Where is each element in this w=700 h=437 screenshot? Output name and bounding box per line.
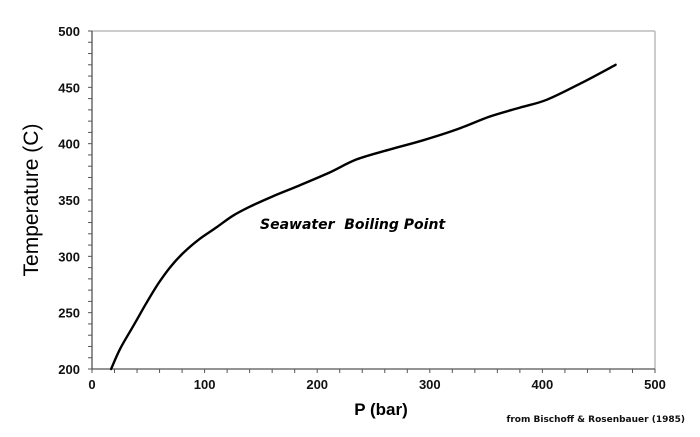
y-tick-label: 350: [58, 193, 80, 208]
y-axis-title: Temperature (C): [20, 124, 43, 277]
x-tick-label: 500: [644, 377, 666, 392]
y-tick-label: 400: [58, 137, 80, 152]
y-tick-label: 250: [58, 306, 80, 321]
curve-annotation: Seawater Boiling Point: [260, 217, 446, 233]
x-axis-title: P (bar): [354, 400, 408, 419]
source-note: from Bischoff & Rosenbauer (1985): [506, 415, 685, 425]
y-tick-label: 300: [58, 249, 80, 264]
y-tick-labels: 200 250 300 350 400 450 500: [58, 24, 80, 377]
boiling-point-curve: [109, 63, 617, 371]
x-tick-label: 400: [532, 377, 554, 392]
x-tick-label: 200: [306, 377, 328, 392]
y-tick-label: 500: [58, 24, 80, 39]
y-tick-label: 200: [58, 362, 80, 377]
x-tick-label: 300: [419, 377, 441, 392]
x-tick-labels: 0 100 200 300 400 500: [88, 377, 665, 392]
x-tick-label: 0: [88, 377, 95, 392]
axes: [88, 30, 656, 373]
x-tick-label: 100: [194, 377, 216, 392]
plot-frame: [92, 30, 656, 369]
y-tick-label: 450: [58, 80, 80, 95]
